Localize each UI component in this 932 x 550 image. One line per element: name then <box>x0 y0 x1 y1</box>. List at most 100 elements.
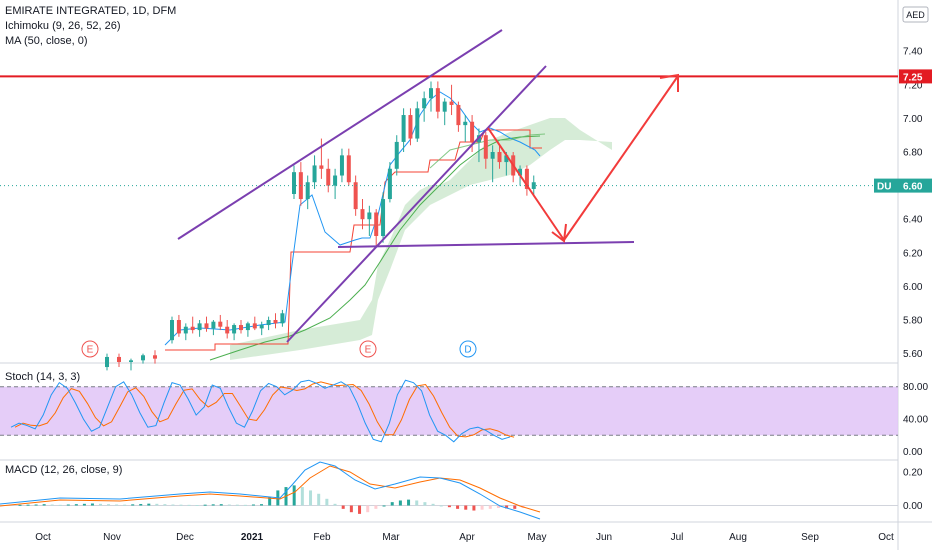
candle-body <box>197 323 202 331</box>
event-marker-dividend: D <box>459 340 477 358</box>
stoch-axis-tick: 40.00 <box>903 415 928 426</box>
macd-histogram-bar <box>211 504 215 506</box>
last-price-label: 6.60 <box>903 182 923 193</box>
candle <box>408 108 413 146</box>
macd-histogram-bar <box>333 503 337 506</box>
ma-legend[interactable]: MA (50, close, 0) <box>5 35 88 47</box>
candle <box>353 175 358 216</box>
macd-axis-tick: 0.20 <box>903 468 923 479</box>
stoch-legend[interactable]: Stoch (14, 3, 3) <box>5 371 81 383</box>
support-line <box>337 241 635 248</box>
candle-body <box>305 182 310 200</box>
candle-body <box>170 320 174 341</box>
macd-histogram-bar <box>155 503 159 506</box>
candle <box>339 148 344 183</box>
candle <box>183 323 188 341</box>
candle <box>153 350 157 364</box>
macd-histogram-bar <box>415 500 419 506</box>
candle-body <box>141 355 145 361</box>
candle-body <box>346 155 351 183</box>
candle-body <box>415 108 420 139</box>
macd-histogram-bar <box>219 504 223 506</box>
candle-body <box>259 325 264 329</box>
macd-histogram-bar <box>325 498 329 506</box>
candle <box>117 353 121 368</box>
stoch-axis-tick: 80.00 <box>903 382 928 393</box>
stoch-d-line <box>14 381 515 438</box>
price-axis-tick: 6.00 <box>903 282 923 293</box>
event-marker-earnings: E <box>81 340 99 358</box>
lower-channel-line <box>286 65 547 343</box>
macd-histogram-bar <box>50 504 54 506</box>
macd-histogram-bar <box>58 504 62 506</box>
macd-histogram-bar <box>115 504 119 506</box>
candle-body <box>353 182 358 210</box>
ichimoku-cloud <box>230 118 612 360</box>
candle-body <box>292 172 296 194</box>
candle-body <box>490 152 495 159</box>
candle-body <box>531 182 536 189</box>
candle <box>497 145 502 169</box>
macd-histogram-bar <box>407 499 411 506</box>
candle <box>374 209 379 247</box>
candle-body <box>319 165 324 169</box>
ichimoku-legend[interactable]: Ichimoku (9, 26, 52, 26) <box>5 20 121 32</box>
candle <box>360 199 365 230</box>
macd-histogram-bar <box>227 504 231 506</box>
macd-histogram-bar <box>374 505 378 509</box>
currency-badge <box>902 6 929 23</box>
price-axis-tick: 7.20 <box>903 80 923 91</box>
event-marker-circle <box>81 340 99 358</box>
candle <box>463 115 468 142</box>
candle-body <box>225 326 230 334</box>
candle <box>319 138 324 179</box>
candle-body <box>153 355 157 359</box>
candle <box>190 316 195 334</box>
macd-legend[interactable]: MACD (12, 26, close, 9) <box>5 464 123 476</box>
macd-histogram-bar <box>300 487 304 506</box>
macd-axis-tick: 0.00 <box>903 501 923 512</box>
candle <box>170 316 174 344</box>
macd-histogram-bar <box>431 503 435 506</box>
candle <box>204 316 209 332</box>
candle-body <box>463 121 468 126</box>
candle-body <box>312 165 317 183</box>
up-arrow <box>563 75 679 241</box>
macd-histogram-bar <box>179 504 183 506</box>
candle <box>401 108 406 152</box>
candle <box>129 358 133 371</box>
macd-histogram-bar <box>147 503 151 506</box>
down-arrow-head <box>551 223 567 243</box>
macd-histogram-bar <box>439 505 443 507</box>
macd-histogram-bar <box>74 504 78 506</box>
candle-body <box>190 326 195 331</box>
candle-body <box>117 356 121 362</box>
candle-body <box>442 101 447 112</box>
macd-histogram-bar <box>366 505 370 513</box>
macd-histogram-bar <box>513 505 517 509</box>
macd-histogram-bar <box>187 504 191 506</box>
candle-body <box>218 321 223 327</box>
event-marker-label: E <box>365 345 372 356</box>
candle <box>292 165 296 200</box>
candle <box>245 321 250 337</box>
macd-histogram-bar <box>480 505 484 510</box>
macd-histogram-bar <box>447 505 451 508</box>
candle <box>394 135 399 176</box>
price-axis-tick: 5.80 <box>903 316 923 327</box>
macd-histogram-bar <box>505 505 509 509</box>
candle <box>197 320 202 337</box>
event-marker-circle <box>359 340 377 358</box>
stoch-axis-tick: 0.00 <box>903 447 923 458</box>
currency-label: AED <box>906 10 925 20</box>
candle <box>442 98 447 126</box>
candle <box>218 314 223 331</box>
macd-histogram-bar <box>496 505 500 509</box>
macd-histogram-bar <box>99 503 102 506</box>
candle-body <box>429 88 433 99</box>
candle-body <box>381 199 386 236</box>
candle <box>429 81 433 112</box>
macd-histogram-bar <box>349 505 353 513</box>
macd-histogram-bar <box>268 497 272 506</box>
